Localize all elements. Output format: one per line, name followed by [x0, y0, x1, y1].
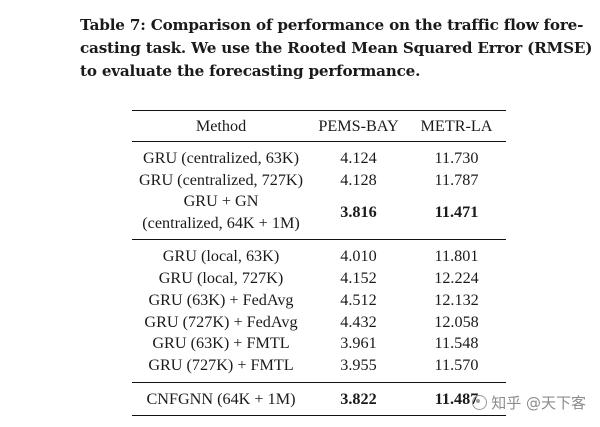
metr-la-cell: 11.471 [434, 203, 479, 222]
watermark: 知乎 @天下客 [472, 392, 586, 413]
metr-la-cell: 11.801 [434, 247, 479, 266]
caption-line-3: to evaluate the forecasting performance. [80, 62, 421, 80]
pems-bay-cell: 3.955 [340, 355, 377, 374]
method-cell: GRU (63K) + FedAvg [148, 290, 294, 309]
metr-la-cell: 11.730 [434, 149, 479, 167]
metr-la-cell: 12.132 [434, 290, 479, 309]
method-cell: GRU (centralized, 63K) [143, 149, 299, 167]
table-header-row: Method PEMS-BAY METR-LA [132, 110, 506, 142]
metr-la-cell: 12.058 [434, 312, 479, 331]
method-cell: GRU (local, 63K) [162, 247, 280, 266]
metr-la-cell: 11.570 [434, 355, 479, 374]
table-row: GRU (63K) + FedAvg 4.512 12.132 [132, 290, 506, 312]
metr-la-cell: 11.787 [434, 170, 479, 189]
caption-line-2: casting task. We use the Rooted Mean Squ… [80, 39, 593, 57]
method-cell: GRU + GN (centralized, 64K + 1M) [132, 191, 310, 240]
method-cell: GRU (727K) + FMTL [148, 355, 294, 374]
table-row: GRU (centralized, 727K) 4.128 11.787 [132, 170, 506, 192]
pems-bay-cell: 4.010 [340, 247, 377, 266]
table-row: GRU (local, 63K) 4.010 11.801 [132, 239, 506, 268]
pems-bay-cell: 4.128 [340, 170, 377, 189]
header-pems-bay: PEMS-BAY [318, 117, 399, 135]
table-row: GRU (63K) + FMTL 3.961 11.548 [132, 333, 506, 355]
metr-la-cell: 11.487 [434, 389, 479, 408]
table-row: GRU (local, 727K) 4.152 12.224 [132, 268, 506, 290]
metr-la-cell: 11.548 [434, 334, 479, 353]
header-method: Method [195, 117, 247, 135]
table-row: GRU (centralized, 63K) 4.124 11.730 [132, 141, 506, 170]
pems-bay-cell: 3.822 [340, 389, 377, 408]
method-cell: GRU (63K) + FMTL [152, 334, 290, 353]
table-row: GRU + GN (centralized, 64K + 1M) 3.816 1… [132, 191, 506, 240]
method-cell: CNFGNN (64K + 1M) [146, 389, 296, 408]
table-row: GRU (727K) + FedAvg 4.432 12.058 [132, 312, 506, 334]
table-row: GRU (727K) + FMTL 3.955 11.570 [132, 355, 506, 382]
method-cell: GRU (centralized, 727K) [138, 170, 304, 189]
zhihu-logo-icon [472, 395, 488, 410]
header-metr-la: METR-LA [420, 117, 493, 135]
results-table: Method PEMS-BAY METR-LA GRU (centralized… [132, 110, 506, 416]
method-cell: GRU (727K) + FedAvg [144, 312, 298, 331]
caption-line-1: Table 7: Comparison of performance on th… [80, 16, 584, 34]
pems-bay-cell: 4.512 [340, 290, 377, 309]
table-row: CNFGNN (64K + 1M) 3.822 11.487 [132, 382, 506, 416]
pems-bay-cell: 4.432 [340, 312, 377, 331]
table-caption: Table 7: Comparison of performance on th… [80, 14, 593, 83]
pems-bay-cell: 3.816 [340, 203, 377, 222]
metr-la-cell: 12.224 [434, 269, 479, 288]
pems-bay-cell: 4.152 [340, 269, 377, 288]
method-line-1: GRU + GN [183, 192, 259, 211]
method-line-2: (centralized, 64K + 1M) [142, 213, 300, 232]
results-table-container: Method PEMS-BAY METR-LA GRU (centralized… [132, 110, 506, 416]
pems-bay-cell: 4.124 [340, 149, 377, 167]
method-cell: GRU (local, 727K) [158, 269, 284, 288]
pems-bay-cell: 3.961 [340, 334, 377, 353]
watermark-text: 知乎 @天下客 [491, 394, 586, 412]
